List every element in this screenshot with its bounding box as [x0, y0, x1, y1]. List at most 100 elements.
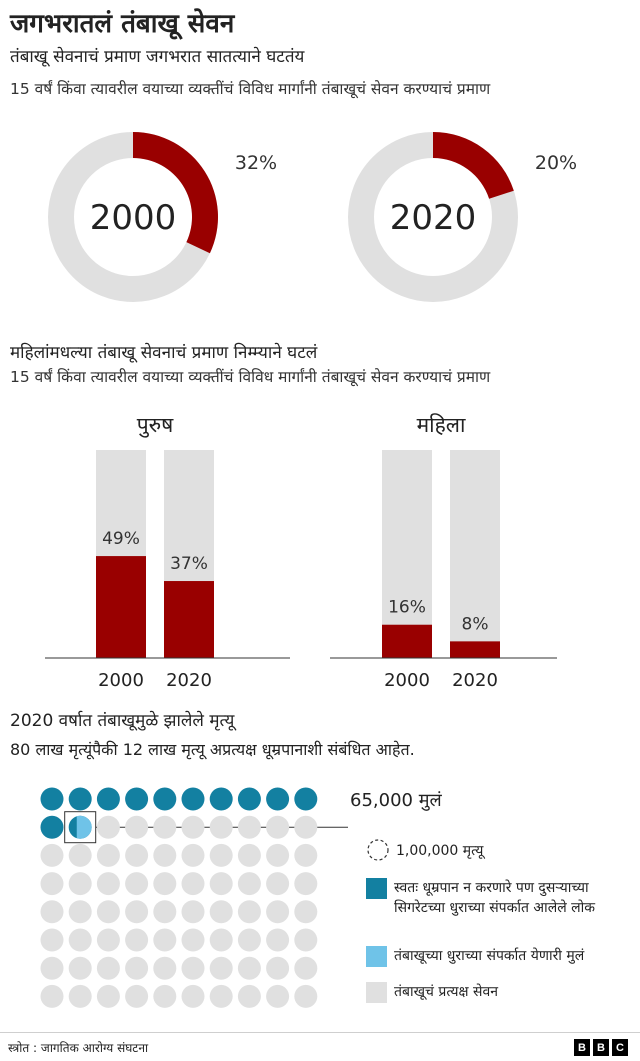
unit-dot-direct [40, 843, 64, 867]
unit-dot-direct [68, 928, 92, 952]
unit-dot-direct [96, 900, 120, 924]
unit-dot-direct [266, 956, 290, 980]
unit-dot-direct [181, 900, 205, 924]
unit-dot-direct [237, 843, 261, 867]
unit-dot-nonsmoker [96, 787, 120, 811]
unit-dot-direct [153, 928, 177, 952]
unit-dot-direct [125, 872, 149, 896]
bar-value-label: 49% [102, 529, 140, 549]
unit-dot-direct [237, 928, 261, 952]
logo-letter: B [593, 1039, 609, 1056]
donut-slice-2000 [133, 132, 218, 254]
unit-dot-direct [181, 956, 205, 980]
donut-charts: 2000 32% 2020 20% [48, 132, 577, 302]
unit-dot-direct [153, 815, 177, 839]
unit-dot-direct [181, 815, 205, 839]
bar-value-label: 8% [462, 614, 489, 634]
unit-chart [40, 787, 348, 1008]
bar-value-label: 16% [388, 598, 426, 618]
footer-divider [0, 1032, 640, 1033]
logo-letter: C [612, 1039, 628, 1056]
donut-value-label: 20% [535, 152, 577, 174]
unit-dot-direct [96, 843, 120, 867]
unit-dot-direct [125, 928, 149, 952]
unit-dot-direct [96, 956, 120, 980]
unit-dot-direct [266, 900, 290, 924]
unit-dot-direct [294, 984, 318, 1008]
unit-dot-direct [181, 984, 205, 1008]
unit-dot-direct [68, 956, 92, 980]
donut-value-label: 32% [235, 152, 277, 174]
unit-dot-direct [266, 984, 290, 1008]
unit-dot-direct [68, 984, 92, 1008]
legend-direct-label: तंबाखूचं प्रत्यक्ष सेवन [394, 984, 499, 1000]
unit-dot-direct [96, 815, 120, 839]
unit-dot-direct [181, 928, 205, 952]
unit-dot-direct [294, 928, 318, 952]
unit-dot-nonsmoker [40, 787, 64, 811]
unit-dot-direct [266, 815, 290, 839]
unit-dot-direct [294, 843, 318, 867]
unit-dot-direct [209, 843, 233, 867]
section3-subtitle: 2020 वर्षात तंबाखूमुळे झालेले मृत्यू [10, 711, 235, 731]
unit-dot-direct [68, 900, 92, 924]
unit-dot-direct [153, 843, 177, 867]
unit-dot-direct [40, 984, 64, 1008]
bar-group-title: महिला [417, 413, 466, 437]
unit-dot-direct [125, 956, 149, 980]
unit-dot-direct [237, 815, 261, 839]
unit-dot-direct [266, 872, 290, 896]
unit-dot-direct [294, 900, 318, 924]
bar-track [382, 450, 432, 658]
donut-slice-2020 [433, 132, 514, 199]
unit-dot-direct [40, 900, 64, 924]
bar-charts: पुरुष 49% 2000 37% 2020 महिला 16% 2000 8% 2020 [45, 413, 557, 691]
unit-dot-direct [266, 843, 290, 867]
section3-description: 80 लाख मृत्यूंपैकी 12 लाख मृत्यू अप्रत्य… [10, 740, 415, 759]
section1-subtitle: तंबाखू सेवनाचं प्रमाण जगभरात सातत्याने घ… [10, 47, 305, 67]
legend-nonsmokers-label: स्वतः धूम्रपान न करणारे पण दुसऱ्याच्या स… [394, 880, 596, 916]
unit-dot-children-part [76, 815, 92, 839]
bar-महिला-2000 [382, 624, 432, 658]
bar-पुरुष-2000 [96, 556, 146, 658]
legend-nonsmokers-swatch [366, 878, 387, 899]
bar-category-label: 2020 [452, 670, 498, 691]
unit-dot-direct [209, 900, 233, 924]
donut-year-label: 2000 [90, 198, 177, 238]
donut-year-label: 2020 [390, 198, 477, 238]
logo-letter: B [574, 1039, 590, 1056]
unit-dot-direct [237, 900, 261, 924]
legend-unit-icon [367, 839, 389, 861]
legend-children-swatch [366, 946, 387, 967]
unit-dot-nonsmoker [153, 787, 177, 811]
unit-dot-direct [153, 984, 177, 1008]
unit-dot-direct [209, 928, 233, 952]
bar-group-title: पुरुष [137, 413, 174, 438]
bar-पुरुष-2020 [164, 581, 214, 658]
unit-dot-nonsmoker [266, 787, 290, 811]
section2-subtitle: महिलांमधल्या तंबाखू सेवनाचं प्रमाण निम्म… [10, 343, 318, 363]
page-title: जगभरातलं तंबाखू सेवन [10, 9, 235, 39]
legend-direct-swatch [366, 982, 387, 1003]
unit-dot-direct [153, 872, 177, 896]
unit-dot-direct [237, 956, 261, 980]
unit-dot-nonsmoker [125, 787, 149, 811]
unit-dot-nonsmoker [181, 787, 205, 811]
bar-category-label: 2000 [384, 670, 430, 691]
legend-children-label: तंबाखूच्या धुराच्या संपर्कात येणारी मुलं [394, 948, 585, 964]
section2-description: 15 वर्षं किंवा त्यावरील वयाच्या व्यक्तीं… [10, 368, 491, 386]
bbc-logo: B B C [574, 1039, 628, 1056]
bar-track [450, 450, 500, 658]
unit-dot-direct [209, 984, 233, 1008]
unit-dot-nonsmoker [294, 787, 318, 811]
unit-dot-direct [209, 815, 233, 839]
unit-dot-direct [181, 872, 205, 896]
bar-value-label: 37% [170, 554, 208, 574]
unit-dot-direct [153, 956, 177, 980]
unit-dot-direct [266, 928, 290, 952]
unit-dot-direct [96, 928, 120, 952]
unit-dot-direct [40, 956, 64, 980]
legend-unit-label: 1,00,000 मृत्यू [396, 843, 484, 859]
unit-dot-direct [68, 843, 92, 867]
unit-dot-direct [125, 843, 149, 867]
